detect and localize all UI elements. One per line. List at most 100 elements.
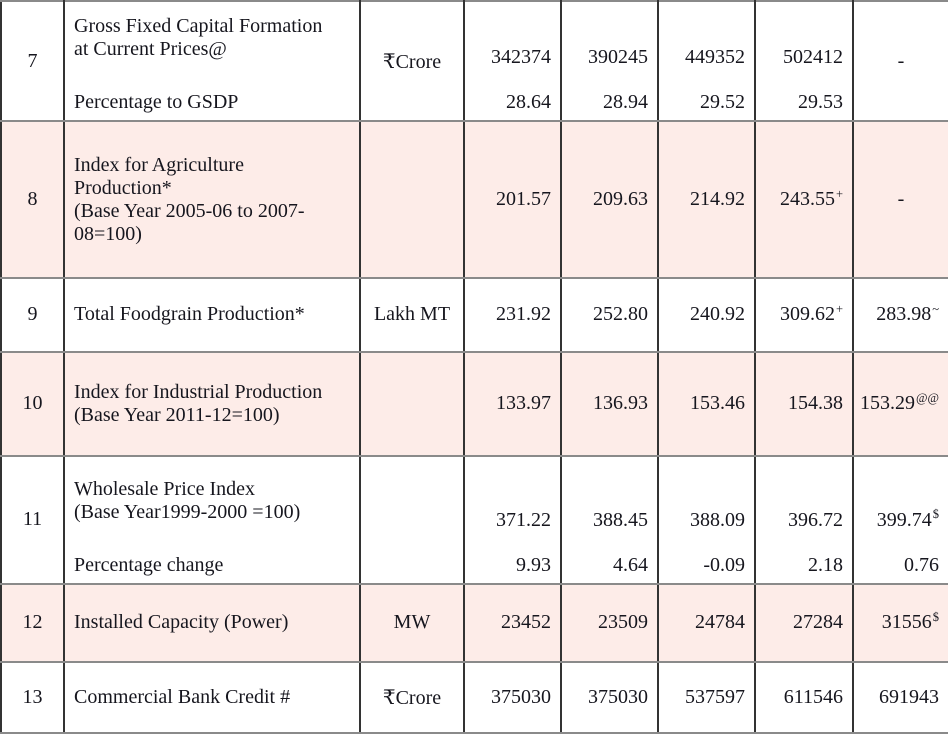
value-content: 375030 bbox=[466, 664, 559, 731]
value-content: 201.57 bbox=[466, 123, 559, 276]
value-text: 388.45 bbox=[593, 509, 648, 532]
value-text: 449352 bbox=[685, 46, 745, 69]
indicator-cell: Gross Fixed Capital Formation at Current … bbox=[63, 0, 361, 123]
indicator-line: at Current Prices@ bbox=[74, 38, 227, 61]
value-line: 31556$ bbox=[855, 610, 947, 634]
value-line: 209.63 bbox=[563, 188, 656, 211]
value-superscript: $ bbox=[932, 507, 939, 522]
value-text: 29.52 bbox=[700, 91, 745, 114]
indicator-line: Total Foodgrain Production* bbox=[74, 303, 305, 326]
value-cell: 27284 bbox=[754, 583, 854, 663]
value-content: 388.09 -0.09 bbox=[660, 458, 753, 582]
value-content: 153.29@@ bbox=[855, 354, 947, 454]
value-content: 24784 bbox=[660, 586, 753, 659]
value-cell: 136.93 bbox=[560, 350, 659, 457]
row-number: 10 bbox=[22, 392, 43, 415]
value-content: 283.98~ bbox=[855, 280, 947, 349]
value-line: 388.45 bbox=[563, 509, 656, 532]
value-text: 153.46 bbox=[690, 392, 745, 415]
indicator-line: Wholesale Price Index bbox=[74, 478, 256, 501]
value-content: 27284 bbox=[757, 586, 851, 659]
value-line: 252.80 bbox=[563, 303, 656, 326]
value-cell: 201.57 bbox=[463, 120, 562, 280]
value-line: 537597 bbox=[660, 686, 753, 709]
value-line: 153.29@@ bbox=[855, 391, 947, 415]
value-line: 390245 bbox=[563, 46, 656, 69]
value-line: 9.93 bbox=[466, 554, 559, 577]
value-text: 2.18 bbox=[808, 554, 843, 577]
unit-cell: ₹Crore bbox=[359, 660, 465, 734]
value-text: 342374 bbox=[491, 46, 551, 69]
value-line: 243.55+ bbox=[757, 187, 851, 211]
value-cell: 691943 bbox=[852, 660, 948, 734]
value-cell: 31556$ bbox=[852, 583, 948, 663]
indicator-group: Index for Industrial Production (Base Yea… bbox=[66, 381, 358, 427]
value-superscript: ~ bbox=[932, 301, 939, 316]
indicator-cell: Total Foodgrain Production* bbox=[63, 277, 361, 353]
value-line: 231.92 bbox=[466, 303, 559, 326]
indicator-cell: Commercial Bank Credit # bbox=[63, 660, 361, 734]
value-line: 283.98~ bbox=[855, 301, 947, 326]
value-content: 537597 bbox=[660, 664, 753, 731]
value-text: 283.98 bbox=[876, 303, 932, 326]
value-cell: 23452 bbox=[463, 583, 562, 663]
indicator-line: 08=100) bbox=[74, 222, 142, 245]
value-text: 252.80 bbox=[593, 303, 648, 326]
value-text: 23509 bbox=[598, 611, 648, 634]
value-text: 691943 bbox=[879, 685, 939, 708]
value-cell: 371.22 9.93 bbox=[463, 454, 562, 586]
value-cell: 502412 29.53 bbox=[754, 0, 854, 123]
value-cell: 388.09 -0.09 bbox=[657, 454, 756, 586]
value-content: 23452 bbox=[466, 586, 559, 659]
value-line: 29.52 bbox=[660, 91, 753, 114]
indicator-line: (Base Year 2005-06 to 2007- bbox=[74, 199, 305, 222]
value-content: 136.93 bbox=[563, 354, 656, 454]
unit-label: ₹Crore bbox=[382, 50, 442, 73]
value-line: 133.97 bbox=[466, 392, 559, 415]
value-cell: 154.38 bbox=[754, 350, 854, 457]
indicator-line: Index for Agriculture bbox=[74, 153, 244, 176]
value-line: 28.64 bbox=[466, 91, 559, 114]
value-cell: 214.92 bbox=[657, 120, 756, 280]
value-content: 342374 28.64 bbox=[466, 3, 559, 119]
value-line: 375030 bbox=[563, 685, 656, 709]
value-content: - bbox=[855, 123, 947, 276]
value-text: 502412 bbox=[783, 46, 843, 69]
value-line: 201.57 bbox=[466, 188, 559, 211]
unit-cell: Lakh MT bbox=[359, 277, 465, 353]
indicator-content: Total Foodgrain Production* bbox=[66, 280, 358, 349]
unit-label: ₹Crore bbox=[382, 686, 442, 709]
row-number-cell: 8 bbox=[0, 120, 65, 280]
value-cell: 375030 bbox=[463, 660, 562, 734]
indicator-group: Index for Agriculture Production* (Base Ye… bbox=[66, 153, 358, 246]
row-number: 12 bbox=[22, 611, 43, 634]
value-content: 153.46 bbox=[660, 354, 753, 454]
indicator-content: Index for Agriculture Production* (Base Ye… bbox=[66, 123, 358, 276]
unit-cell: MW bbox=[359, 583, 465, 663]
value-cell: 133.97 bbox=[463, 350, 562, 457]
indicator-group: Wholesale Price Index (Base Year1999-2000… bbox=[66, 478, 358, 524]
value-content: 240.92 bbox=[660, 280, 753, 349]
value-text: 375030 bbox=[588, 685, 648, 708]
table-row: 9 Total Foodgrain Production* Lakh MT 231.9… bbox=[0, 277, 948, 353]
value-line: 240.92 bbox=[660, 303, 753, 326]
value-content: 31556$ bbox=[855, 586, 947, 659]
value-line: 24784 bbox=[660, 611, 753, 634]
value-line: 691943 bbox=[855, 685, 947, 709]
row-number-cell: 9 bbox=[0, 277, 65, 353]
value-content: 231.92 bbox=[466, 280, 559, 349]
value-line: 309.62+ bbox=[757, 303, 851, 326]
indicator-cell: Index for Agriculture Production* (Base Ye… bbox=[63, 120, 361, 280]
value-line: 23452 bbox=[466, 611, 559, 634]
value-content: 611546 bbox=[757, 664, 851, 731]
value-line: - bbox=[855, 50, 947, 73]
indicator-line: (Base Year1999-2000 =100) bbox=[74, 501, 301, 524]
indicator-group: Total Foodgrain Production* bbox=[66, 303, 358, 326]
row-number: 7 bbox=[27, 49, 38, 72]
indicator-content: Commercial Bank Credit # bbox=[66, 664, 358, 731]
value-cell: 309.62+ bbox=[754, 277, 854, 353]
indicator-group: Commercial Bank Credit # bbox=[66, 686, 358, 709]
value-text: 201.57 bbox=[496, 188, 551, 211]
indicator-line: Production* bbox=[74, 176, 172, 199]
value-text: 390245 bbox=[588, 46, 648, 69]
